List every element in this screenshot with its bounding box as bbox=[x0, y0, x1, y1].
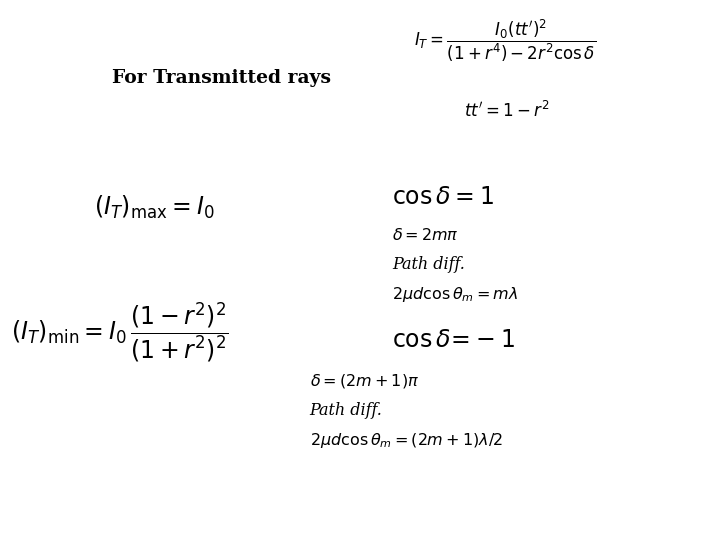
Text: $2\mu d\cos\theta_m = m\lambda$: $2\mu d\cos\theta_m = m\lambda$ bbox=[392, 285, 518, 304]
Text: Path diff.: Path diff. bbox=[310, 402, 382, 419]
Text: $\cos\delta\!=\!-1$: $\cos\delta\!=\!-1$ bbox=[392, 328, 516, 352]
Text: $\delta= 2m\pi$: $\delta= 2m\pi$ bbox=[392, 227, 459, 243]
Text: Path diff.: Path diff. bbox=[392, 256, 465, 273]
Text: $\left(I_T\right)_{\mathrm{min}} = I_0\,\dfrac{\left(1-r^2\right)^2}{\left(1+r^2: $\left(I_T\right)_{\mathrm{min}} = I_0\,… bbox=[11, 300, 228, 364]
Text: For Transmitted rays: For Transmitted rays bbox=[112, 69, 330, 87]
Text: $tt' = 1 - r^2$: $tt' = 1 - r^2$ bbox=[464, 100, 550, 121]
Text: $2\mu d\cos\theta_m = (2m+1)\lambda/2$: $2\mu d\cos\theta_m = (2m+1)\lambda/2$ bbox=[310, 430, 503, 450]
Text: $\left(I_T\right)_{\mathrm{max}} = I_0$: $\left(I_T\right)_{\mathrm{max}} = I_0$ bbox=[94, 194, 214, 221]
Text: $I_T = \dfrac{I_0(tt')^2}{(1+r^4)-2r^2\cos\delta}$: $I_T = \dfrac{I_0(tt')^2}{(1+r^4)-2r^2\c… bbox=[414, 17, 596, 64]
Text: $\cos\delta = 1$: $\cos\delta = 1$ bbox=[392, 185, 494, 209]
Text: $\delta= (2m+1)\pi$: $\delta= (2m+1)\pi$ bbox=[310, 372, 419, 390]
